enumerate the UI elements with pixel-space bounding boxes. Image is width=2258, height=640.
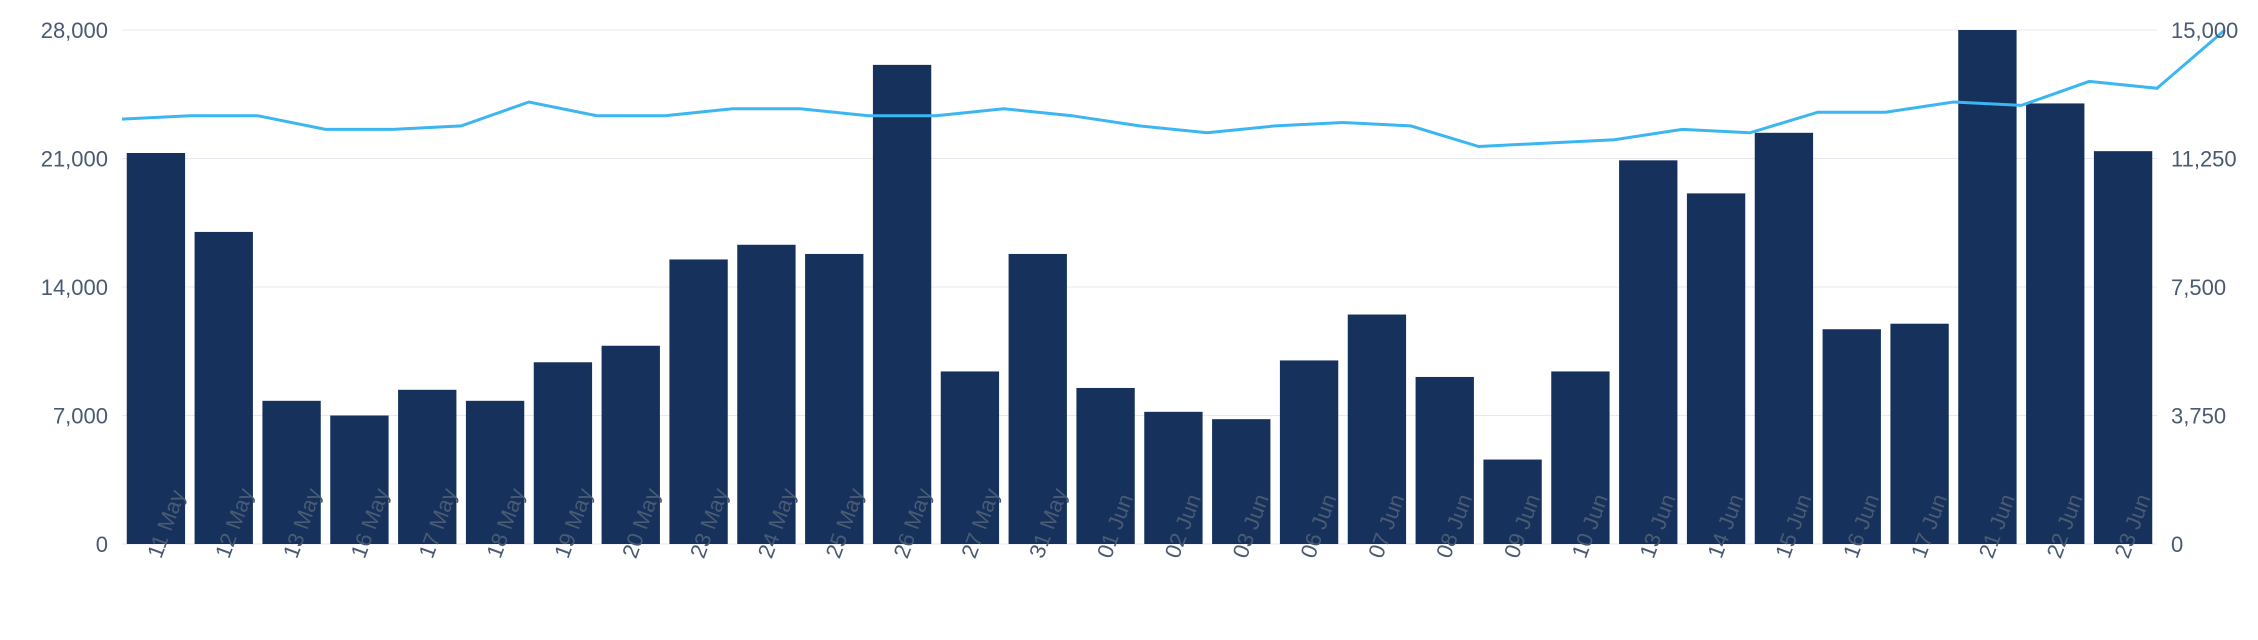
bar — [1755, 133, 1813, 544]
y-right-tick-label: 0 — [2171, 532, 2183, 557]
y-left-tick-label: 14,000 — [41, 275, 108, 300]
combo-bar-line-chart: 0 7,000 14,000 21,000 28,000 0 3,750 7,500 11,25… — [0, 0, 2258, 640]
bar — [127, 153, 185, 544]
y-right-tick-label: 11,250 — [2171, 147, 2237, 172]
y-right-tick-label: 3,750 — [2171, 404, 2226, 429]
y-right-tick-label: 15,000 — [2171, 18, 2238, 43]
bar — [1619, 160, 1677, 544]
y-right-tick-label: 7,500 — [2171, 275, 2226, 300]
y-left-tick-label: 28,000 — [41, 18, 108, 43]
bar — [2094, 151, 2152, 544]
bar — [2026, 103, 2084, 544]
bar — [873, 65, 931, 544]
y-left-tick-label: 7,000 — [53, 404, 108, 429]
bar — [1958, 30, 2016, 544]
bar — [1687, 193, 1745, 544]
y-left-tick-label: 21,000 — [41, 147, 108, 172]
trend-line — [122, 30, 2225, 147]
y-left-tick-label: 0 — [96, 532, 108, 557]
